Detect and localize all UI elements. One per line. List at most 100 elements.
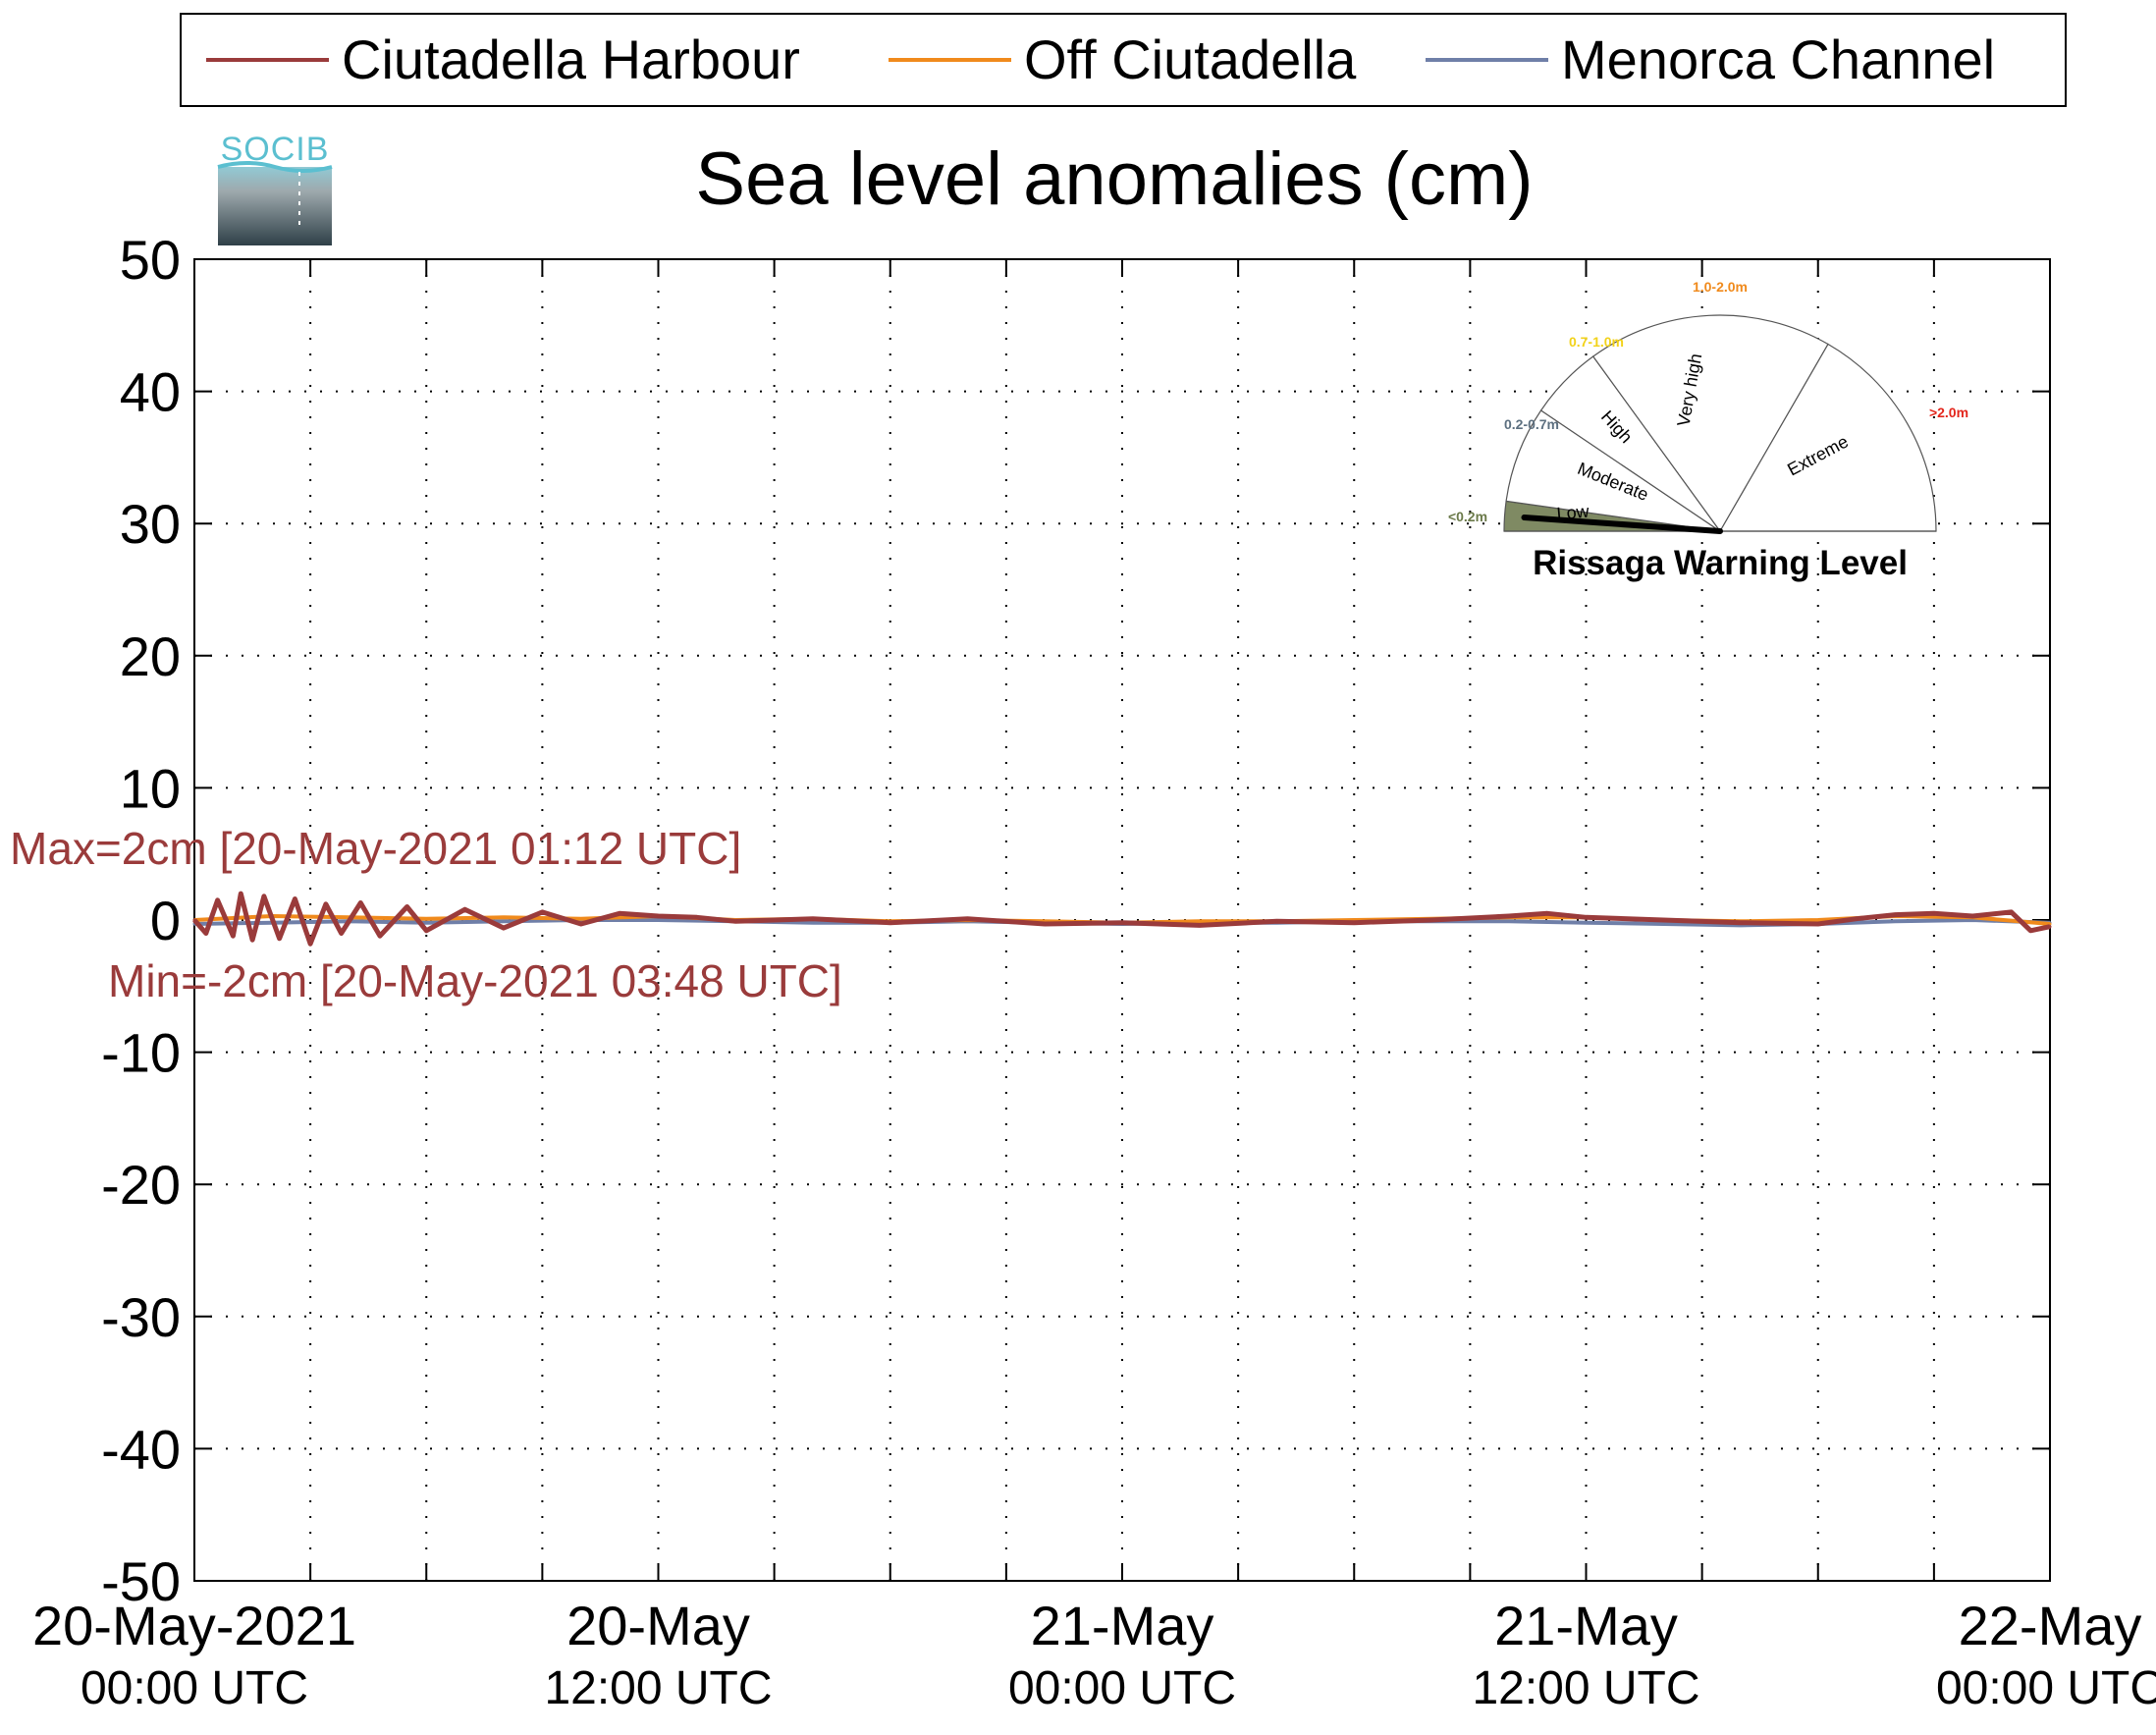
series-point xyxy=(1894,919,1897,923)
series-point xyxy=(424,921,428,925)
series-point xyxy=(889,921,892,925)
series-point xyxy=(1545,911,1549,915)
series-point xyxy=(579,917,583,921)
series-point xyxy=(1352,921,1356,925)
series-point xyxy=(405,905,409,909)
series-point xyxy=(733,919,737,923)
legend-label: Off Ciutadella xyxy=(1024,28,1357,90)
series-point xyxy=(358,901,362,905)
series-point xyxy=(1120,921,1124,925)
gauge-needle xyxy=(1521,515,1723,534)
series-point xyxy=(2010,910,2014,914)
series-point xyxy=(1816,918,1820,922)
gauge-range-label: 1.0-2.0m xyxy=(1693,279,1748,295)
series-point xyxy=(262,895,266,898)
y-tick-label: 10 xyxy=(120,757,181,819)
y-tick-label: -20 xyxy=(101,1154,181,1216)
series-point xyxy=(1507,919,1511,923)
series-point xyxy=(502,926,506,930)
series-point xyxy=(204,931,208,935)
x-tick-time-label: 00:00 UTC xyxy=(1008,1662,1236,1714)
gauge-range-label: <0.2m xyxy=(1448,509,1487,524)
gauge-title: Rissaga Warning Level xyxy=(1533,544,1908,582)
gauge-range-label: 0.2-0.7m xyxy=(1504,416,1559,432)
series-point xyxy=(502,915,506,919)
series-point xyxy=(657,914,660,918)
series-point xyxy=(811,917,815,921)
series-point xyxy=(340,931,344,935)
series-point xyxy=(579,922,583,926)
series-point xyxy=(966,917,969,921)
y-tick-label: 50 xyxy=(120,229,181,291)
y-tick-label: 20 xyxy=(120,625,181,687)
min-annotation: Min=-2cm [20-May-2021 03:48 UTC] xyxy=(108,955,842,1006)
x-tick-date-label: 21-May xyxy=(1031,1595,1214,1656)
series-point xyxy=(308,942,312,946)
x-tick-date-label: 21-May xyxy=(1494,1595,1678,1656)
series-point xyxy=(463,907,467,911)
series-point xyxy=(424,929,428,933)
series-line xyxy=(192,891,2051,947)
gauge-sector-4 xyxy=(1718,343,1937,532)
y-tick-label: 0 xyxy=(150,890,181,951)
series-point xyxy=(1275,919,1278,923)
series-point xyxy=(1932,911,1936,915)
series-point xyxy=(231,934,235,938)
x-tick-time-label: 00:00 UTC xyxy=(81,1662,308,1714)
series-point xyxy=(324,902,328,906)
gauge-range-label: 0.7-1.0m xyxy=(1569,334,1624,350)
series-point xyxy=(1585,915,1588,919)
series-point xyxy=(502,919,506,923)
series-point xyxy=(2048,925,2052,929)
series-point xyxy=(1429,918,1433,922)
gauge-sector-1 xyxy=(1505,409,1721,532)
series-point xyxy=(2028,929,2032,933)
series-point xyxy=(239,892,243,895)
series-point xyxy=(1198,919,1202,923)
series-point xyxy=(216,898,220,902)
max-annotation: Max=2cm [20-May-2021 01:12 UTC] xyxy=(10,823,741,874)
gauge-range-label: >2.0m xyxy=(1929,405,1968,420)
x-tick-date-label: 22-May xyxy=(1959,1595,2142,1656)
y-tick-label: -10 xyxy=(101,1022,181,1084)
series-point xyxy=(1855,917,1859,921)
legend-item: Menorca Channel xyxy=(1426,28,1995,90)
series-point xyxy=(1585,921,1588,925)
x-tick-time-label: 12:00 UTC xyxy=(1472,1662,1699,1714)
x-tick-date-label: 20-May-2021 xyxy=(32,1595,356,1656)
y-axis: 50 40 30 20 10 0 -10 -20 -30 -40 -50 xyxy=(101,229,2050,1612)
series-point xyxy=(540,910,544,914)
series-point xyxy=(1816,922,1820,926)
y-tick-label: -50 xyxy=(101,1550,181,1612)
legend-item: Ciutadella Harbour xyxy=(206,28,800,90)
legend-frame xyxy=(180,13,2067,107)
series-point xyxy=(250,938,254,942)
chart-title: Sea level anomalies (cm) xyxy=(695,137,1533,221)
series-point xyxy=(1043,922,1047,926)
series-point xyxy=(695,915,699,919)
x-tick-time-label: 00:00 UTC xyxy=(1936,1662,2156,1714)
series-point xyxy=(378,934,382,938)
series-point xyxy=(1507,914,1511,918)
series-point xyxy=(424,917,428,921)
x-tick-time-label: 12:00 UTC xyxy=(544,1662,772,1714)
y-tick-label: 40 xyxy=(120,361,181,423)
series-point xyxy=(618,911,621,915)
x-tick-date-label: 20-May xyxy=(566,1595,750,1656)
series-point xyxy=(811,921,815,925)
series-point xyxy=(1739,921,1743,925)
series-point xyxy=(278,937,282,941)
series-point xyxy=(1198,923,1202,927)
legend-label: Menorca Channel xyxy=(1561,28,1995,90)
gauge-sector-3 xyxy=(1591,314,1829,533)
series-point xyxy=(657,918,660,922)
y-tick-label: -30 xyxy=(101,1286,181,1348)
series-layer xyxy=(192,891,2052,947)
x-axis: 20-May-2021 00:00 UTC 20-May 12:00 UTC 21-Ma… xyxy=(32,259,2156,1714)
legend-label: Ciutadella Harbour xyxy=(342,28,800,90)
series-point xyxy=(192,918,196,922)
series-point xyxy=(1970,914,1974,918)
y-tick-label: 30 xyxy=(120,493,181,555)
